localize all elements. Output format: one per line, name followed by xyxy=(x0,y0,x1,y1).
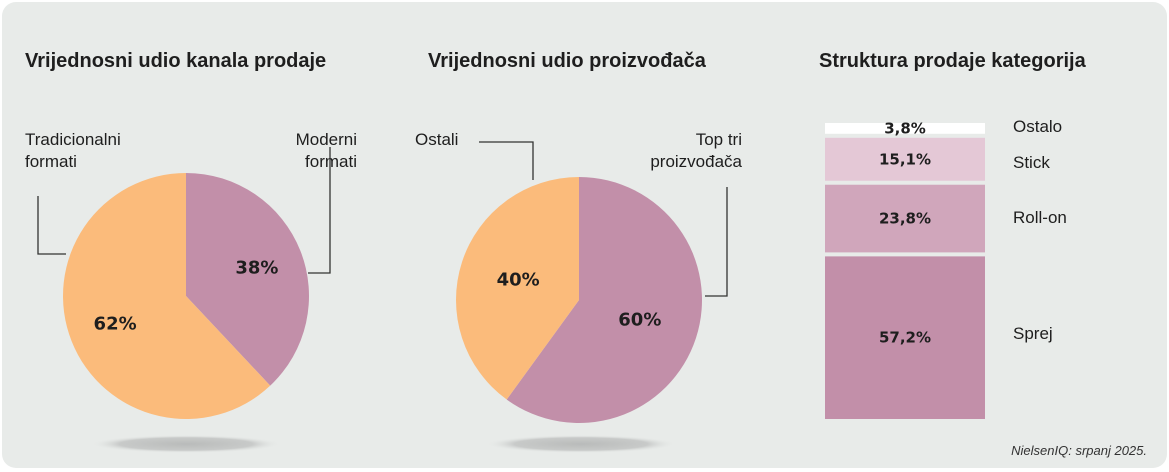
label-line: proizvođača xyxy=(650,152,742,171)
chart-3-stacked-bar: 3,8% 15,1% 23,8% 57,2% xyxy=(825,119,985,419)
chart-2-pie: 60% 40% xyxy=(456,177,703,423)
chart-3-segment-label-roll-on: Roll-on xyxy=(1013,208,1067,227)
chart-2-title: Vrijednosni udio proizvođača xyxy=(428,50,706,72)
pie-1-slice-1 xyxy=(186,173,309,386)
chart-2-shadow xyxy=(486,435,676,453)
chart-1-shadow xyxy=(91,435,281,453)
label-line: formati xyxy=(305,152,357,171)
label-line: Moderni xyxy=(295,130,357,149)
source-note: NielsenIQ: srpanj 2025. xyxy=(1011,443,1147,458)
bar-segment-4-value-label: 57,2% xyxy=(879,329,931,347)
label-line: formati xyxy=(25,152,77,171)
pie-1-slice-2-value-label: 62% xyxy=(94,314,137,335)
chart-3-segment-label-sprej: Sprej xyxy=(1013,324,1053,343)
label-line: Ostali xyxy=(415,130,459,149)
chart-1-pie: 38% 62% xyxy=(62,173,309,419)
pie-2-slice-1-value-label: 60% xyxy=(618,309,661,330)
chart-1-slice-label-moderni: Moderni formati xyxy=(296,129,357,173)
chart-3-title: Struktura prodaje kategorija xyxy=(819,50,1086,72)
bar-segment-2-value-label: 15,1% xyxy=(879,150,931,168)
pie-2-slice-2 xyxy=(456,177,579,400)
bar-segment-3-value-label: 23,8% xyxy=(879,210,931,228)
chart-2-slice-label-ostali: Ostali xyxy=(415,129,458,151)
chart-1-title: Vrijednosni udio kanala prodaje xyxy=(25,50,327,72)
label-line: Tradicionalni xyxy=(25,130,121,149)
pie-2-slice-1 xyxy=(506,177,703,423)
chart-2-leader-top-tri xyxy=(705,187,728,297)
chart-2-slice-label-top-tri: Top tri proizvođača xyxy=(650,129,742,173)
bar-segment-1 xyxy=(825,123,985,134)
pie-1-slice-2 xyxy=(62,173,271,419)
pie-1-slice-1-value-label: 38% xyxy=(235,257,278,278)
chart-3-segment-label-stick: Stick xyxy=(1013,153,1050,172)
bar-segment-4 xyxy=(825,256,985,419)
chart-1-leader-tradicionalni xyxy=(37,196,66,255)
chart-1-slice-label-tradicionalni: Tradicionalni formati xyxy=(25,129,121,173)
label-line: Top tri xyxy=(695,130,742,149)
pie-2-slice-2-value-label: 40% xyxy=(497,270,540,291)
chart-2-leader-ostali xyxy=(479,141,534,180)
chart-3-segment-label-ostalo: Ostalo xyxy=(1013,117,1063,136)
chart-1-leader-moderni xyxy=(308,147,331,274)
bar-segment-1-value-label: 3,8% xyxy=(884,119,926,137)
bar-segment-3 xyxy=(825,184,985,253)
bar-segment-2 xyxy=(825,137,985,181)
